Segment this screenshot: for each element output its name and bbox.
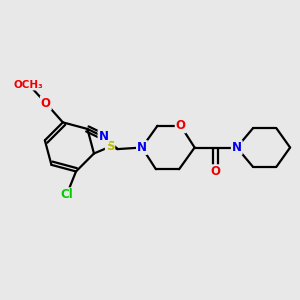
Text: O: O [176, 119, 186, 132]
Text: N: N [98, 130, 109, 143]
Text: Cl: Cl [60, 188, 73, 201]
Text: N: N [232, 141, 242, 154]
Text: OCH₃: OCH₃ [14, 80, 43, 89]
Text: O: O [211, 165, 221, 178]
Text: O: O [41, 97, 51, 110]
Text: S: S [106, 140, 114, 153]
Text: N: N [137, 141, 147, 154]
